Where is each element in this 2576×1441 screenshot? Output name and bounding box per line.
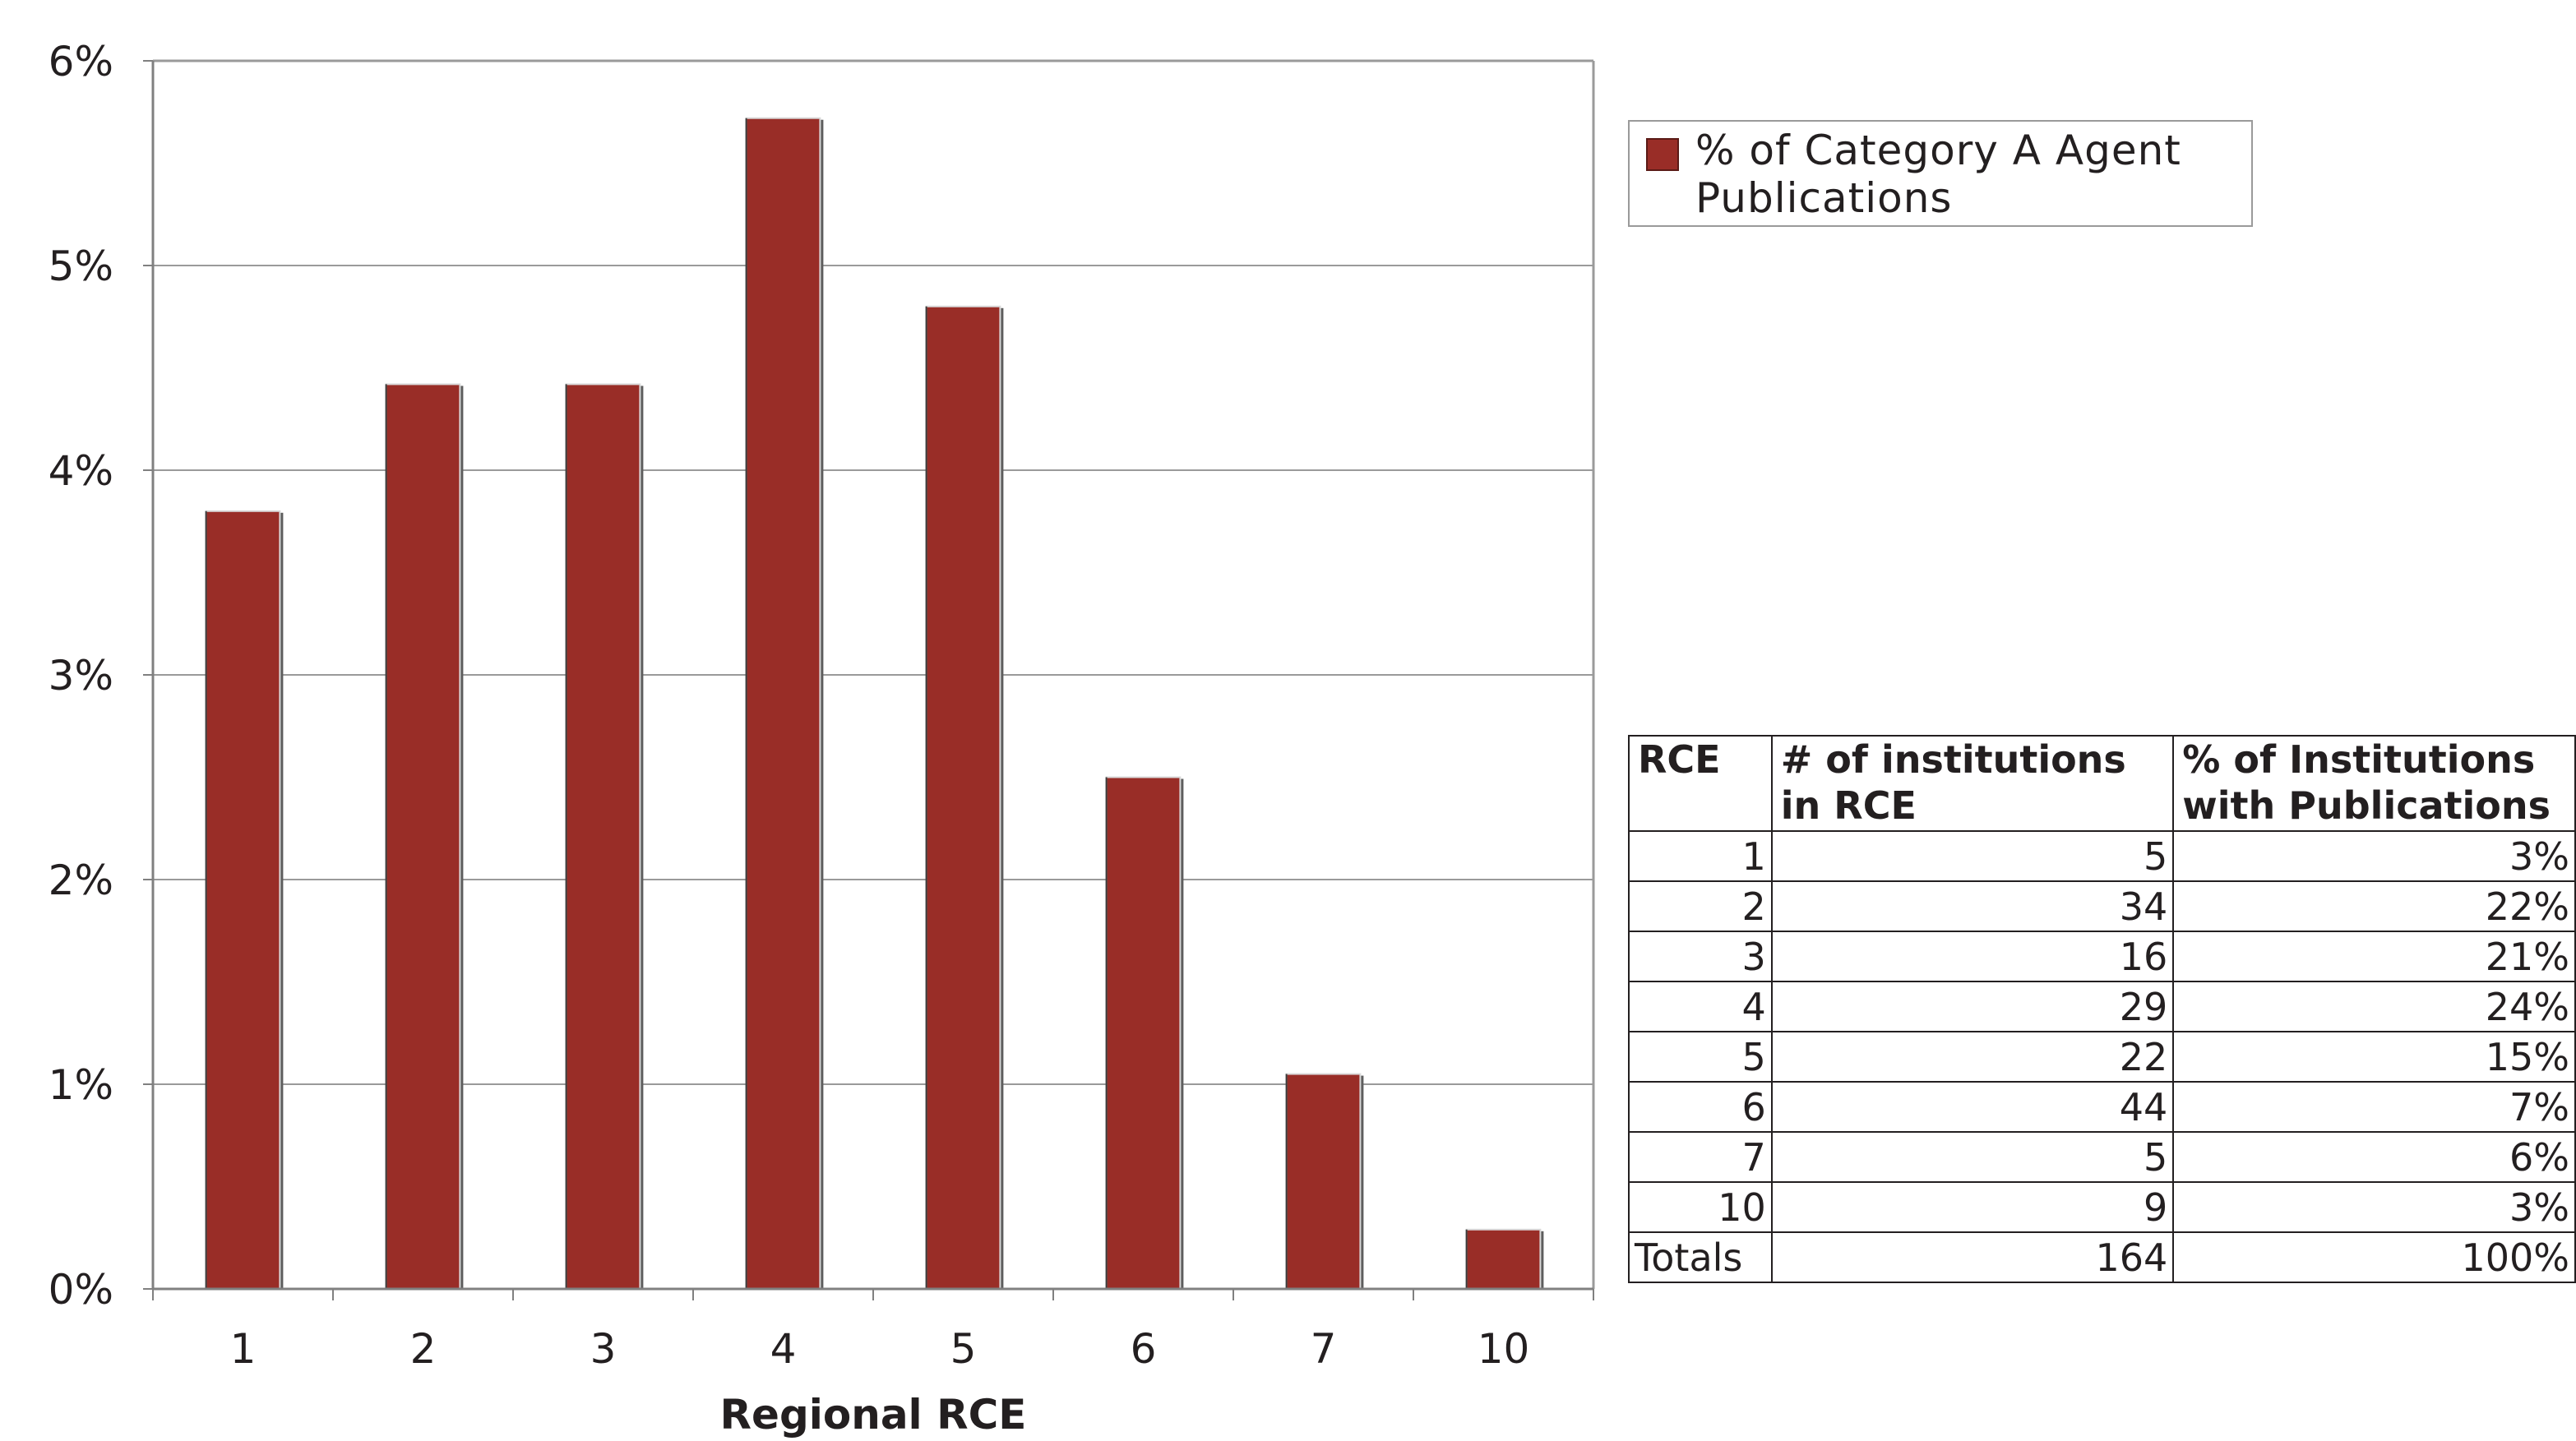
table-row: 4 29 24% — [1628, 981, 2576, 1032]
table-header-row: RCE # of institutions in RCE % of Instit… — [1628, 735, 2576, 832]
y-tick-label: 3% — [49, 652, 113, 700]
legend: % of Category A Agent Publications — [1628, 120, 2253, 227]
table-row: 10 9 3% — [1628, 1181, 2576, 1233]
y-tick-label: 0% — [49, 1266, 113, 1314]
table-row: 1 5 3% — [1628, 830, 2576, 882]
x-tick-labels: 1 2 3 4 5 6 7 10 — [230, 1325, 1530, 1373]
x-tick-label: 7 — [1311, 1325, 1337, 1373]
table-cell-institutions: 22 — [1770, 1031, 2175, 1083]
table-cell-percent: 15% — [2172, 1031, 2576, 1083]
bar-rce-3 — [565, 383, 641, 1290]
table-header-percent: % of Institutions with Publications — [2172, 735, 2576, 832]
table-cell-rce: 2 — [1628, 880, 1773, 932]
table-cell-institutions: 9 — [1770, 1181, 2175, 1233]
axes — [143, 59, 1595, 1300]
table-cell-institutions: 29 — [1770, 981, 2175, 1032]
y-tick-label: 5% — [49, 242, 113, 290]
table-cell-percent: 21% — [2172, 931, 2576, 982]
x-axis-title: Regional RCE — [720, 1391, 1027, 1439]
x-tick-label: 3 — [590, 1325, 617, 1373]
y-tick-label: 1% — [49, 1061, 113, 1109]
x-tick-label: 6 — [1131, 1325, 1157, 1373]
table-cell-percent: 22% — [2172, 880, 2576, 932]
legend-swatch — [1646, 138, 1679, 171]
table-cell-rce: 1 — [1628, 830, 1773, 882]
bar-chart: 0% 1% 2% 3% 4% 5% 6% 1 2 3 4 5 6 7 10 Regional RCE — [49, 38, 1595, 1439]
x-tick-label: 5 — [950, 1325, 977, 1373]
table-header-rce: RCE — [1628, 735, 1773, 832]
y-tick-labels: 0% 1% 2% 3% 4% 5% 6% — [49, 38, 113, 1314]
table-cell-percent: 3% — [2172, 830, 2576, 882]
rce-summary-table: RCE # of institutions in RCE % of Instit… — [1628, 735, 2576, 1283]
table-body: 1 5 3% 2 34 22% 3 16 21% 4 29 24% 5 22 15% 6 44 7% 7 5 6% 10 9… — [1628, 830, 2576, 1283]
table-totals-row: Totals 164 100% — [1628, 1231, 2576, 1283]
x-tick-label: 2 — [410, 1325, 437, 1373]
table-header-institutions: # of institutions in RCE — [1770, 735, 2175, 832]
table-cell-rce: 3 — [1628, 931, 1773, 982]
bar-rce-5 — [925, 305, 1001, 1290]
x-tick-label: 1 — [230, 1325, 257, 1373]
bar-rce-2 — [385, 383, 461, 1290]
table-row: 7 5 6% — [1628, 1131, 2576, 1183]
table-cell-rce: 6 — [1628, 1081, 1773, 1133]
table-cell-rce: 5 — [1628, 1031, 1773, 1083]
table-cell-institutions: 16 — [1770, 931, 2175, 982]
bar-rce-4 — [745, 117, 821, 1291]
table-cell-institutions: 164 — [1770, 1231, 2175, 1283]
y-tick-label: 4% — [49, 447, 113, 495]
table-cell-percent: 7% — [2172, 1081, 2576, 1133]
bar-rce-10 — [1465, 1228, 1542, 1291]
bar-rce-6 — [1105, 776, 1182, 1290]
bar-rce-1 — [205, 510, 281, 1290]
y-tick-label: 6% — [49, 38, 113, 85]
table-cell-rce: Totals — [1628, 1231, 1773, 1283]
bar-rce-7 — [1285, 1073, 1362, 1291]
table-cell-rce: 7 — [1628, 1131, 1773, 1183]
x-tick-label: 4 — [770, 1325, 797, 1373]
gridlines — [153, 60, 1593, 1085]
bars — [205, 117, 1544, 1291]
table-cell-percent: 3% — [2172, 1181, 2576, 1233]
y-tick-label: 2% — [49, 857, 113, 904]
table-row: 6 44 7% — [1628, 1081, 2576, 1133]
table-row: 5 22 15% — [1628, 1031, 2576, 1083]
table-cell-institutions: 34 — [1770, 880, 2175, 932]
x-tick-label: 10 — [1478, 1325, 1530, 1373]
table-cell-institutions: 5 — [1770, 830, 2175, 882]
table-cell-percent: 24% — [2172, 981, 2576, 1032]
table-cell-institutions: 5 — [1770, 1131, 2175, 1183]
table-cell-institutions: 44 — [1770, 1081, 2175, 1133]
table-row: 2 34 22% — [1628, 880, 2576, 932]
table-row: 3 16 21% — [1628, 931, 2576, 982]
table-cell-percent: 100% — [2172, 1231, 2576, 1283]
table-cell-rce: 10 — [1628, 1181, 1773, 1233]
legend-label: % of Category A Agent Publications — [1695, 127, 2181, 222]
table-cell-percent: 6% — [2172, 1131, 2576, 1183]
table-cell-rce: 4 — [1628, 981, 1773, 1032]
